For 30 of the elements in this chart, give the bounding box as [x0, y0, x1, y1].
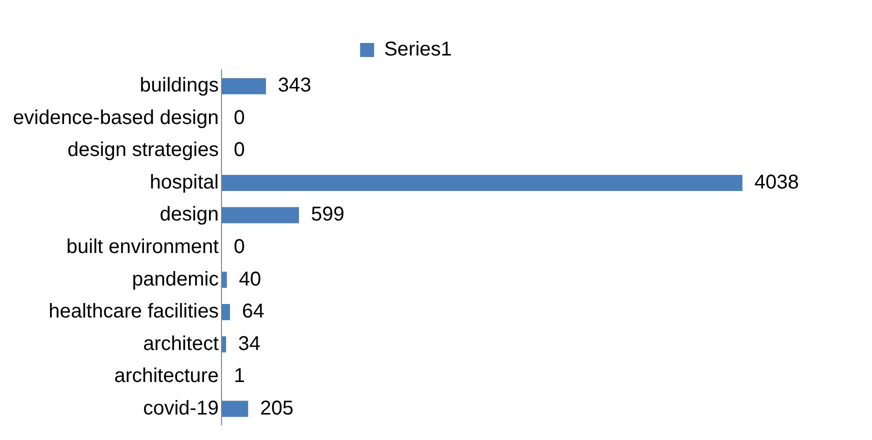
- data-label: 0: [234, 236, 245, 258]
- data-label: 599: [310, 204, 344, 226]
- bar: [222, 304, 230, 320]
- y-tick-label: covid-19: [143, 397, 219, 420]
- data-label: 0: [234, 139, 245, 162]
- y-tick-label: built environment: [66, 236, 220, 258]
- data-label: 64: [242, 300, 264, 323]
- bar: [222, 78, 266, 94]
- bar: [222, 207, 299, 224]
- bar: [222, 336, 226, 352]
- y-tick-label: pandemic: [132, 268, 219, 290]
- y-tick-label: architecture: [114, 365, 219, 388]
- data-label: 1: [234, 365, 245, 388]
- y-tick-label: healthcare facilities: [48, 300, 219, 323]
- bar: [222, 400, 248, 417]
- y-tick-label: buildings: [140, 74, 219, 97]
- data-label: 205: [260, 397, 294, 420]
- data-label: 40: [238, 268, 262, 290]
- y-tick-label: design strategies: [68, 139, 219, 162]
- y-tick-label: evidence-based design: [13, 106, 219, 129]
- data-label: 34: [238, 332, 260, 355]
- y-tick-label: architect: [143, 332, 220, 355]
- data-label: 4038: [754, 171, 799, 194]
- y-tick-label: design: [160, 204, 219, 226]
- y-tick-label: hospital: [150, 171, 219, 194]
- bar: [222, 272, 227, 288]
- bar: [222, 174, 742, 192]
- data-label: 0: [234, 106, 245, 129]
- data-label: 343: [278, 74, 312, 97]
- legend-label: Series1: [384, 38, 452, 61]
